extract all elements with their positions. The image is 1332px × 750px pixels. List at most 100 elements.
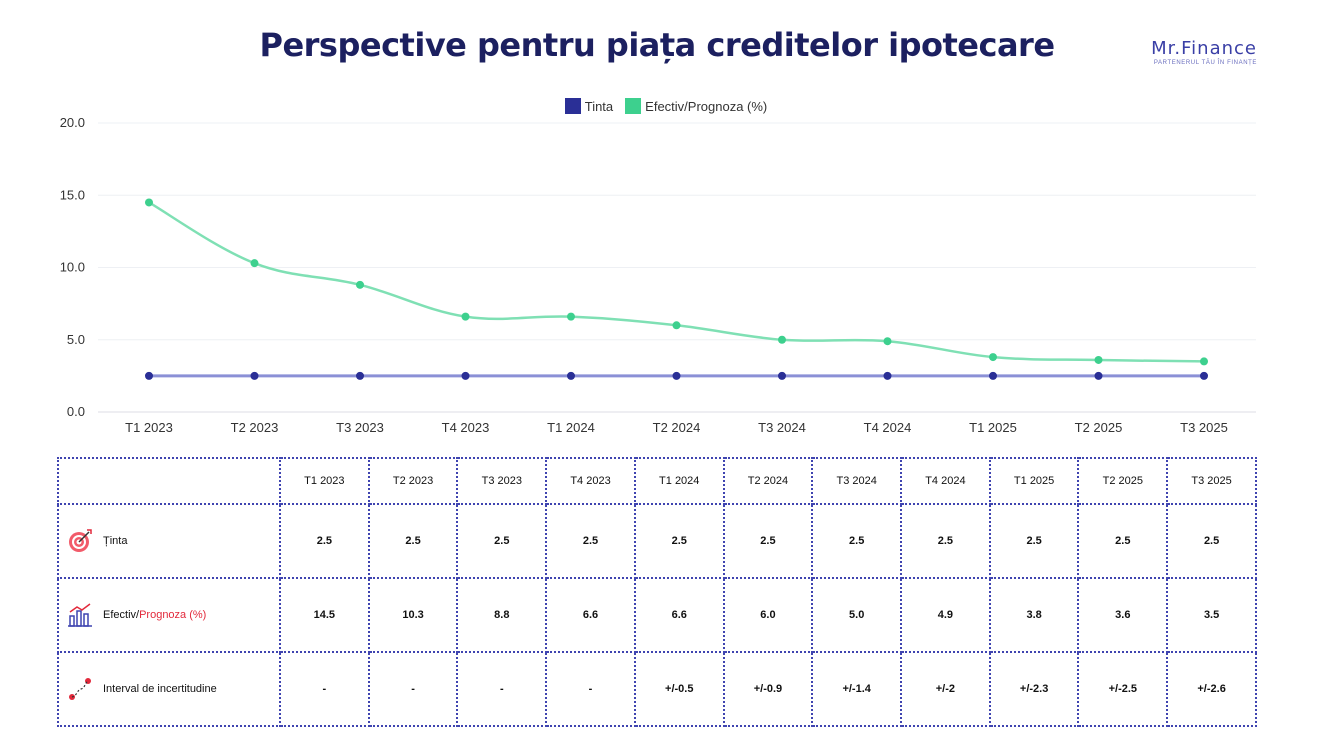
data-point-tinta[interactable] xyxy=(883,371,892,380)
table-cell: 2.5 xyxy=(811,503,903,579)
table-cell: - xyxy=(367,651,459,727)
table-header-row: T1 2023 T2 2023 T3 2023 T4 2023 T1 2024 T2 20… xyxy=(57,457,1257,505)
table-column-header: T4 2023 xyxy=(545,457,636,505)
x-tick-label: T3 2023 xyxy=(336,420,384,435)
table-cell: 4.9 xyxy=(900,577,991,653)
table-cell: 2.5 xyxy=(900,503,991,579)
row-label-part-efectiv: Efectiv/ xyxy=(103,609,140,621)
data-point-tinta[interactable] xyxy=(1200,371,1208,380)
table-cell: - xyxy=(456,651,548,727)
data-point-efectiv[interactable] xyxy=(989,353,997,362)
table-cell: 2.5 xyxy=(988,503,1080,579)
table-cell: 10.3 xyxy=(367,577,459,653)
table-column-header: T2 2025 xyxy=(1077,457,1169,505)
table-column-header: T1 2025 xyxy=(988,457,1080,505)
data-point-tinta[interactable] xyxy=(778,371,786,380)
table-column-header: T2 2023 xyxy=(367,457,459,505)
table-cell: 6.6 xyxy=(633,577,725,653)
table-cell: 2.5 xyxy=(722,503,814,579)
table-cell: - xyxy=(545,651,636,727)
table-cell: 2.5 xyxy=(367,503,459,579)
x-tick-label: T4 2023 xyxy=(442,420,490,435)
x-tick-label: T4 2024 xyxy=(864,420,912,435)
data-point-tinta[interactable] xyxy=(461,371,470,380)
table-row: Efectiv/Prognoza (%) 14.5 10.3 8.8 6.6 6.6 6.0… xyxy=(57,577,1257,653)
path-icon xyxy=(67,676,93,702)
y-tick-label: 0.0 xyxy=(67,404,85,419)
row-label-part-prognoza: Prognoza (%) xyxy=(139,609,207,621)
table-cell: 2.5 xyxy=(1166,503,1257,579)
table-cell: 14.5 xyxy=(279,577,370,653)
data-point-efectiv[interactable] xyxy=(356,280,364,289)
brand-logo: Mr.Finance PARTENERUL TĂU ÎN FINANȚE xyxy=(1151,38,1257,66)
x-tick-label: T2 2025 xyxy=(1075,420,1123,435)
table-cell: 6.6 xyxy=(545,577,636,653)
row-label: Interval de incertitudine xyxy=(67,676,279,702)
data-table: T1 2023 T2 2023 T3 2023 T4 2023 T1 2024 T2 20… xyxy=(57,457,1257,727)
brand-name: Mr.Finance xyxy=(1151,38,1257,59)
y-tick-label: 10.0 xyxy=(60,260,85,275)
data-point-tinta[interactable] xyxy=(672,371,681,380)
table-cell: +/-2.5 xyxy=(1077,651,1169,727)
data-point-efectiv[interactable] xyxy=(1200,357,1208,366)
table-row: Ținta 2.5 2.5 2.5 2.5 2.5 2.5 2.5 2.5 2.5 2.5 2.5 xyxy=(57,503,1257,579)
table-row: Interval de incertitudine - - - - +/-0.5 +/-0.… xyxy=(57,651,1257,727)
row-label-cell: Efectiv/Prognoza (%) xyxy=(57,577,281,653)
table-column-header: T3 2024 xyxy=(811,457,903,505)
table-cell: 2.5 xyxy=(545,503,636,579)
data-point-tinta[interactable] xyxy=(989,371,997,380)
series-line-efectiv xyxy=(148,201,1205,363)
table-cell: +/-0.9 xyxy=(722,651,814,727)
table-cell: 6.0 xyxy=(722,577,814,653)
data-point-efectiv[interactable] xyxy=(883,337,892,346)
table-corner-cell xyxy=(57,457,281,505)
y-tick-label: 5.0 xyxy=(67,332,85,347)
data-point-tinta[interactable] xyxy=(145,371,153,380)
table-column-header: T3 2023 xyxy=(456,457,548,505)
data-point-efectiv[interactable] xyxy=(145,198,153,207)
data-point-efectiv[interactable] xyxy=(1094,355,1103,364)
table-column-header: T1 2024 xyxy=(633,457,725,505)
data-point-efectiv[interactable] xyxy=(672,321,681,330)
table-cell: +/-2 xyxy=(900,651,991,727)
table-column-header: T4 2024 xyxy=(900,457,991,505)
x-tick-label: T1 2023 xyxy=(125,420,173,435)
data-point-efectiv[interactable] xyxy=(778,335,786,344)
table-column-header: T3 2025 xyxy=(1166,457,1257,505)
table-cell: 3.8 xyxy=(988,577,1080,653)
table-cell: +/-0.5 xyxy=(633,651,725,727)
row-label-cell: Interval de incertitudine xyxy=(57,651,281,727)
table-column-header: T2 2024 xyxy=(722,457,814,505)
data-point-efectiv[interactable] xyxy=(461,312,470,321)
legend-item-tinta[interactable]: Tinta xyxy=(564,98,614,114)
data-point-tinta[interactable] xyxy=(567,371,575,380)
table-cell: 5.0 xyxy=(811,577,903,653)
legend-label-tinta: Tinta xyxy=(584,98,614,114)
x-tick-label: T1 2024 xyxy=(547,420,595,435)
row-label: Efectiv/Prognoza (%) xyxy=(67,602,279,628)
x-tick-label: T3 2025 xyxy=(1180,420,1228,435)
x-tick-label: T2 2023 xyxy=(231,420,279,435)
table-cell: 3.5 xyxy=(1166,577,1257,653)
y-tick-label: 20.0 xyxy=(60,115,85,130)
legend-swatch-efectiv xyxy=(625,98,642,114)
row-label-text: Ținta xyxy=(103,535,128,547)
data-point-efectiv[interactable] xyxy=(567,312,575,321)
row-label-text: Interval de incertitudine xyxy=(103,683,217,695)
x-tick-label: T3 2024 xyxy=(758,420,806,435)
table-cell: 8.8 xyxy=(456,577,548,653)
table-cell: 2.5 xyxy=(279,503,370,579)
page-title: Perspective pentru piața creditelor ipot… xyxy=(259,26,1055,64)
x-tick-label: T2 2024 xyxy=(653,420,701,435)
table-cell: +/-1.4 xyxy=(811,651,903,727)
legend-label-efectiv: Efectiv/Prognoza (%) xyxy=(645,98,768,114)
x-tick-label: T1 2025 xyxy=(969,420,1017,435)
row-label-cell: Ținta xyxy=(57,503,281,579)
legend-item-efectiv[interactable]: Efectiv/Prognoza (%) xyxy=(625,98,767,114)
data-point-efectiv[interactable] xyxy=(250,259,259,268)
data-point-tinta[interactable] xyxy=(1094,371,1103,380)
data-point-tinta[interactable] xyxy=(250,371,259,380)
chart-legend: Tinta Efectiv/Prognoza (%) xyxy=(0,98,1332,114)
data-point-tinta[interactable] xyxy=(356,371,364,380)
